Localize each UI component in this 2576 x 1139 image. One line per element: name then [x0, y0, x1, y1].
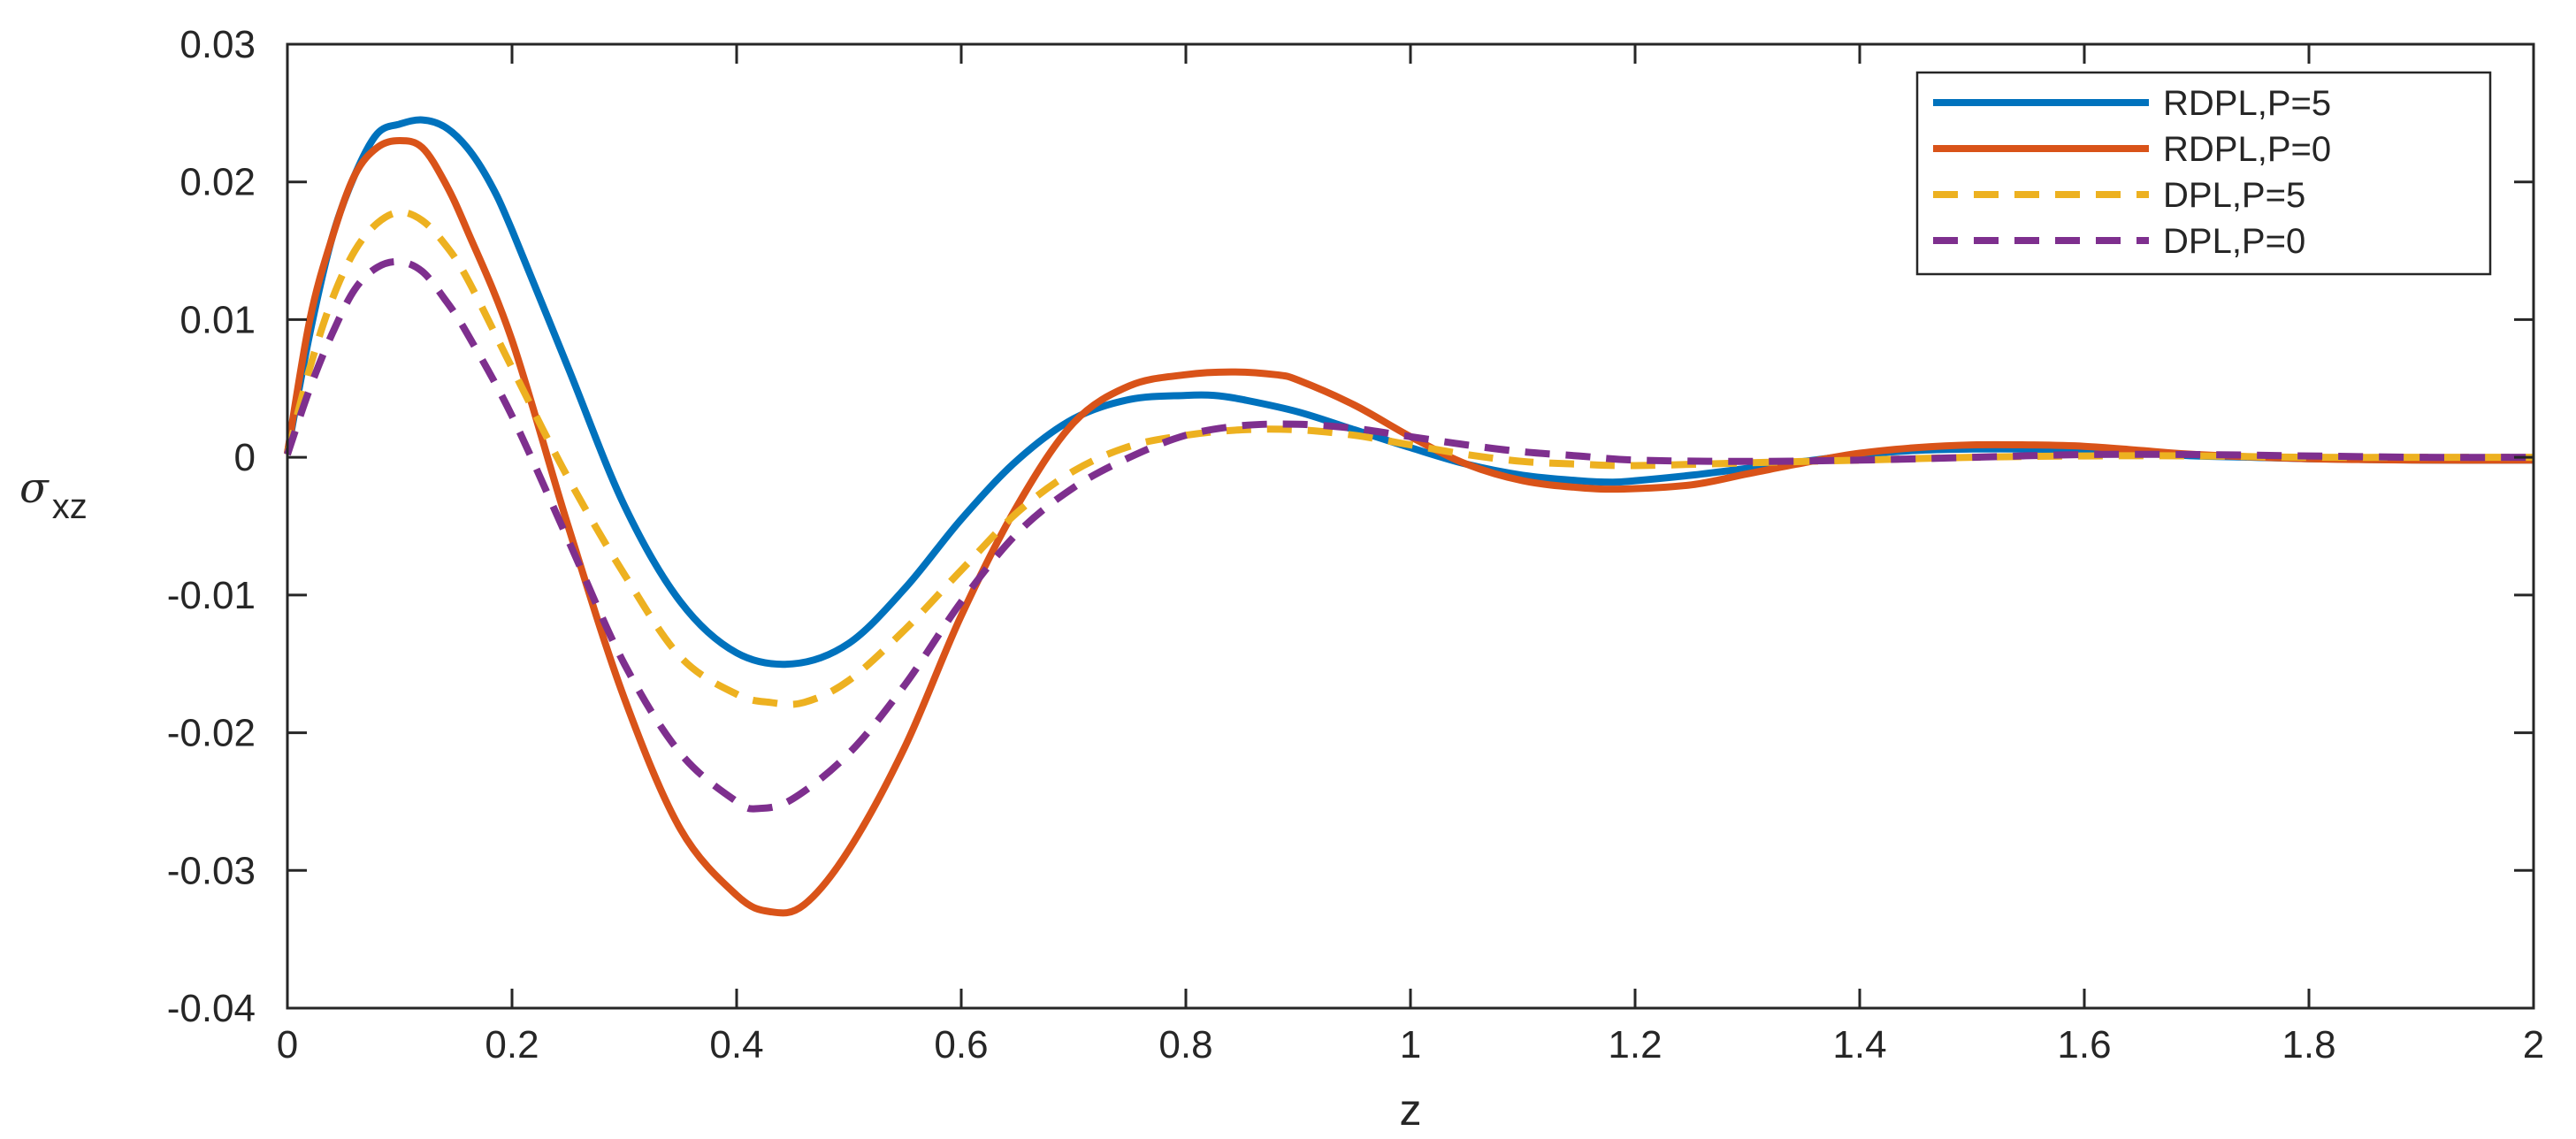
legend: RDPL,P=5 RDPL,P=0 DPL,P=5 DPL,P=0 [1915, 71, 2492, 276]
x-tick-label: 0 [277, 1023, 298, 1066]
y-tick-label: 0 [234, 436, 256, 479]
y-axis-label: σ xz [19, 463, 88, 526]
legend-label-3: DPL,P=5 [2163, 176, 2305, 215]
y-tick-label: 0.03 [180, 23, 256, 66]
series-line-3 [284, 208, 2534, 708]
y-tick-label: -0.04 [167, 987, 256, 1030]
y-tick-label: -0.03 [167, 849, 256, 892]
x-tick-label: 2 [2523, 1023, 2544, 1066]
y-tick-label: -0.01 [167, 574, 256, 617]
series-line-2 [284, 137, 2534, 917]
x-tick-label: 0.8 [1158, 1023, 1212, 1066]
y-tick-label: 0.02 [180, 161, 256, 204]
y-axis-label-subscript: xz [52, 487, 88, 526]
y-tick-label: 0.01 [180, 298, 256, 341]
legend-label-2: RDPL,P=0 [2163, 130, 2331, 169]
x-tick-label: 0.6 [934, 1023, 988, 1066]
legend-label-1: RDPL,P=5 [2163, 84, 2331, 123]
x-tick-label: 1.2 [1608, 1023, 1662, 1066]
x-tick-label: 1.8 [2282, 1023, 2335, 1066]
y-tick-label: -0.02 [167, 712, 256, 755]
legend-label-4: DPL,P=0 [2163, 222, 2305, 261]
x-tick-label: 0.4 [709, 1023, 763, 1066]
x-tick-label: 1 [1400, 1023, 1421, 1066]
y-axis-label-symbol: σ [19, 463, 50, 513]
series-layer [284, 116, 2534, 917]
ticks-layer: 0 0.2 0.4 0.6 0.8 1 1.2 1.4 1.6 1.8 2 -0.04 -0.03 -0.… [167, 23, 2545, 1066]
x-tick-label: 0.2 [485, 1023, 539, 1066]
series-line-4 [284, 257, 2534, 813]
x-axis-label: z [1400, 1085, 1422, 1135]
x-tick-label: 1.4 [1832, 1023, 1886, 1066]
x-tick-label: 1.6 [2057, 1023, 2111, 1066]
series-line-1 [284, 116, 2534, 669]
